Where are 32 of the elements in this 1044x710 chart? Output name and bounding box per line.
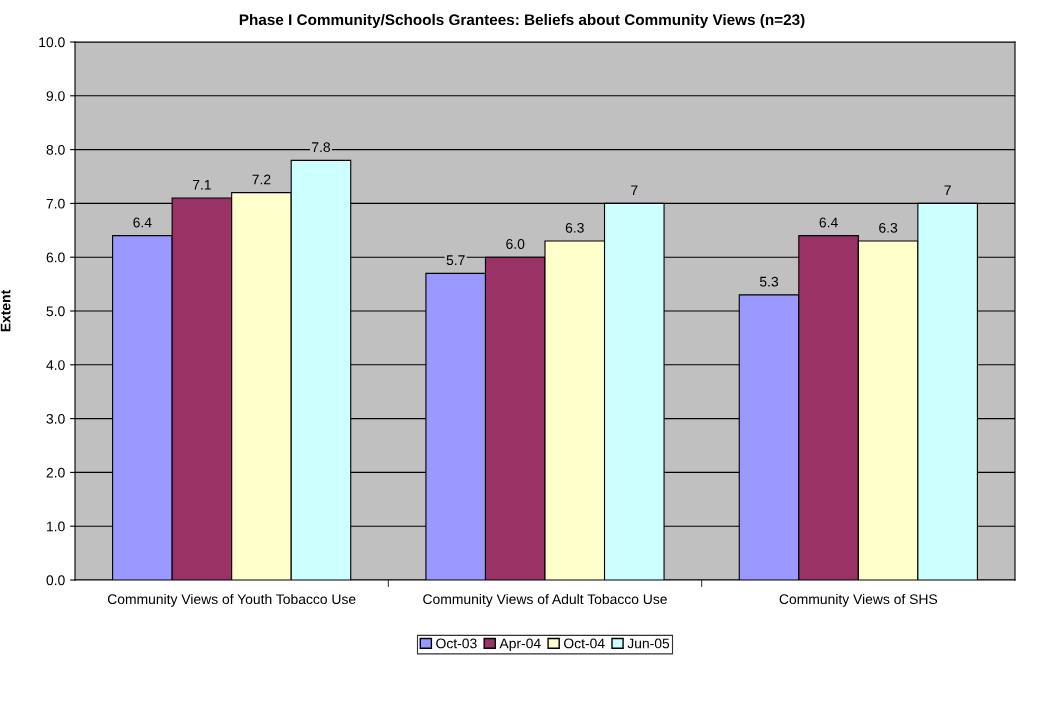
chart-title: Phase I Community/Schools Grantees: Beliefs about Community Views (n=23) (239, 13, 805, 29)
data-label: 6.3 (565, 222, 584, 233)
data-label: 6.4 (133, 217, 152, 228)
y-tick-label: 2.0 (46, 467, 65, 478)
data-label: 7 (944, 185, 951, 195)
x-tick-label: Community Views of Youth Tobacco Use (107, 593, 356, 607)
data-label: 7 (631, 185, 638, 195)
y-tick-label: 4.0 (46, 360, 65, 370)
y-tick-label: 0.0 (46, 575, 65, 586)
y-tick-label: 8.0 (46, 144, 65, 155)
x-tick-label: Community Views of Adult Tobacco Use (423, 593, 667, 607)
data-label: 6.3 (879, 222, 898, 233)
y-tick-label: 6.0 (46, 252, 65, 263)
data-label: 5.7 (446, 255, 465, 266)
legend-label: Jun-05 (627, 638, 670, 649)
legend-label: Oct-03 (436, 638, 477, 649)
data-label: 7.2 (252, 174, 271, 185)
y-tick-label: 9.0 (46, 91, 65, 101)
data-label: 7.1 (192, 180, 211, 190)
data-label: 6.4 (819, 217, 838, 228)
data-label: 5.3 (759, 276, 779, 287)
y-axis-title: Extent (0, 289, 11, 332)
y-tick-label: 10.0 (39, 37, 65, 48)
y-tick-label: 3.0 (46, 413, 65, 424)
y-tick-label: 7.0 (46, 198, 65, 209)
y-tick-label: 1.0 (47, 521, 65, 532)
legend-label: Apr-04 (499, 638, 541, 652)
x-tick-label: Community Views of SHS (779, 593, 938, 607)
y-tick-label: 5.0 (46, 306, 65, 317)
data-label: 6.0 (506, 239, 525, 249)
data-label: 7.8 (312, 142, 331, 153)
legend-label: Oct-04 (564, 638, 605, 649)
